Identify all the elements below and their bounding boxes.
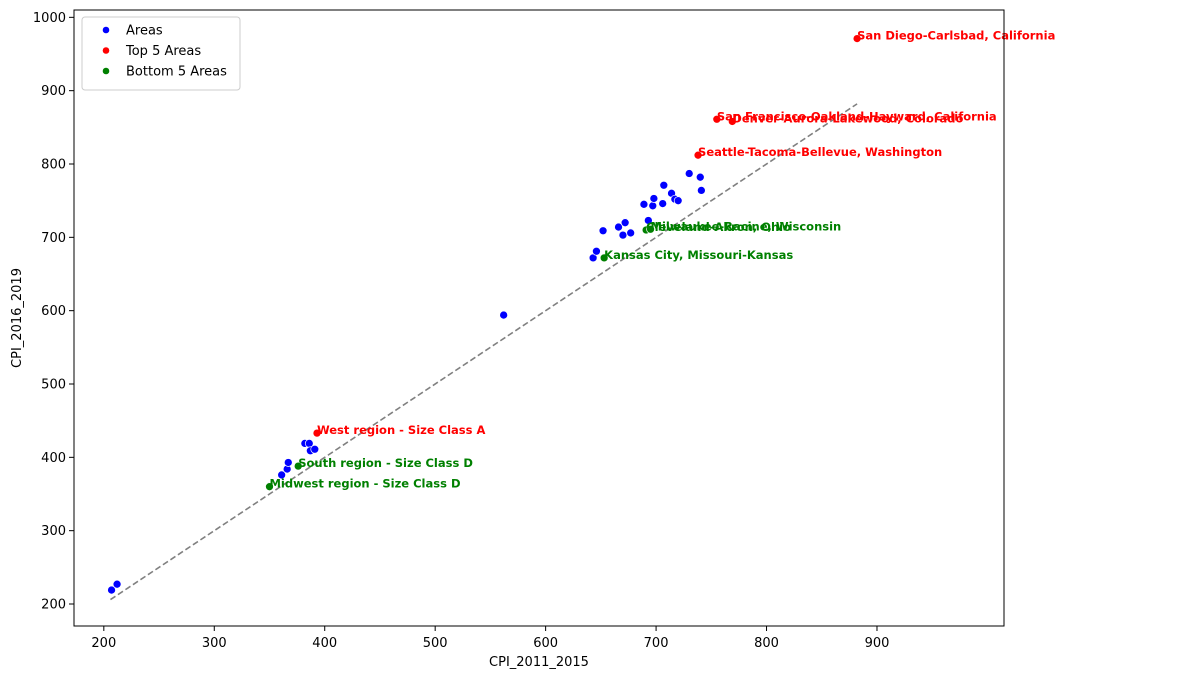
y-tick-label: 500 (41, 378, 66, 393)
point-annotation: San Diego-Carlsbad, California (857, 29, 1055, 43)
data-point (265, 482, 274, 492)
data-point (649, 194, 659, 203)
y-tick-label: 800 (41, 158, 66, 173)
x-axis-ticks: 200 300 400 500 600 700 800 900 (91, 626, 889, 651)
point-annotation: West region - Size Class A (317, 423, 485, 437)
x-axis-label: CPI_2011_2015 (489, 655, 589, 670)
annotations-layer: San Diego-Carlsbad, California San Franci… (269, 29, 1055, 491)
data-point (598, 226, 608, 236)
legend-marker-bottom-5 (102, 67, 110, 75)
data-point (592, 246, 601, 256)
point-annotation: San Francisco-Oakland-Hayward, Californi… (717, 109, 997, 123)
data-point (599, 253, 609, 263)
y-tick-label: 300 (41, 524, 66, 539)
legend: Areas Top 5 Areas Bottom 5 Areas (81, 16, 241, 91)
data-point (643, 216, 653, 225)
data-point (648, 201, 658, 211)
y-tick-label: 700 (41, 231, 66, 246)
x-tick-label: 900 (865, 636, 890, 651)
point-annotation: Seattle-Tacoma-Bellevue, Washington (698, 145, 942, 159)
data-point (293, 461, 303, 471)
x-tick-label: 600 (533, 636, 558, 651)
data-point (852, 34, 862, 43)
legend-marker-top-5 (102, 46, 110, 55)
data-point (712, 114, 722, 124)
plot-frame (73, 9, 1005, 627)
data-point (499, 310, 509, 320)
data-point (695, 172, 705, 182)
point-annotation: Kansas City, Missouri-Kansas (604, 248, 793, 262)
y-tick-label: 400 (41, 451, 66, 466)
reference-line-layer (110, 103, 858, 601)
data-point (693, 150, 703, 160)
legend-marker-areas (102, 26, 110, 34)
data-point (639, 199, 649, 209)
reference-line (110, 103, 858, 601)
legend-entry-bottom-5: Bottom 5 Areas (126, 65, 227, 80)
data-point (626, 228, 636, 238)
data-point (112, 579, 122, 589)
points-layer (107, 34, 862, 595)
data-point (659, 180, 669, 190)
y-tick-label: 1000 (33, 11, 66, 26)
data-point (727, 117, 737, 126)
data-point (283, 458, 293, 467)
data-point (277, 470, 286, 480)
y-tick-label: 600 (41, 304, 66, 319)
x-tick-label: 800 (754, 636, 779, 651)
legend-box (81, 16, 241, 91)
data-point (646, 224, 655, 234)
point-annotation: Midwest region - Size Class D (269, 477, 460, 491)
legend-entry-areas: Areas (126, 24, 163, 39)
x-tick-label: 200 (91, 636, 116, 651)
data-point (107, 585, 116, 595)
point-annotation: Denver-Aurora-Lakewood, Colorado (732, 111, 963, 125)
y-tick-label: 200 (41, 598, 66, 613)
x-tick-label: 500 (423, 636, 448, 651)
y-axis-label: CPI_2016_2019 (10, 268, 25, 368)
point-annotation: Cleveland-Akron, Ohio (646, 220, 791, 234)
data-point (614, 222, 623, 232)
x-tick-label: 700 (644, 636, 669, 651)
data-point (684, 169, 694, 178)
data-point (658, 199, 668, 208)
data-point (618, 230, 628, 240)
data-point (673, 196, 683, 206)
data-point (312, 428, 322, 438)
legend-entry-top-5: Top 5 Areas (125, 44, 201, 59)
y-tick-label: 900 (41, 84, 66, 99)
x-tick-label: 400 (312, 636, 337, 651)
y-axis-ticks: 200 300 400 500 600 700 800 900 1000 (33, 11, 74, 613)
point-annotation: South region - Size Class D (298, 456, 473, 470)
data-point (310, 444, 320, 454)
point-annotation: Milwaukee-Racine, Wisconsin (651, 219, 842, 233)
x-tick-label: 300 (202, 636, 227, 651)
data-point (697, 186, 706, 195)
data-point (620, 218, 630, 228)
